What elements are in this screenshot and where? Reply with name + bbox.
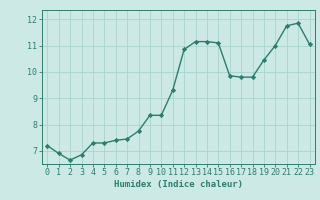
- X-axis label: Humidex (Indice chaleur): Humidex (Indice chaleur): [114, 180, 243, 189]
